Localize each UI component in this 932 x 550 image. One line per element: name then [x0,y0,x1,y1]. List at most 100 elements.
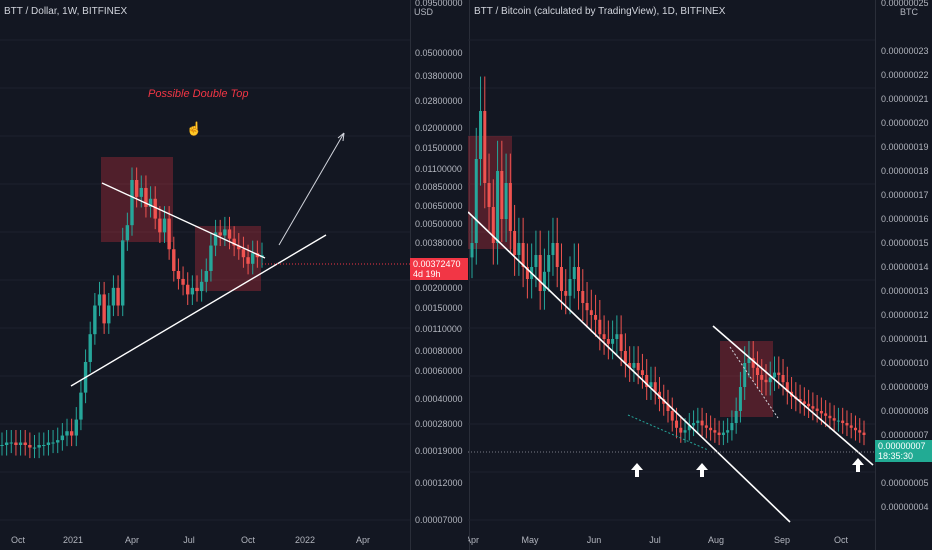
candle-body [849,425,853,428]
candle-body [195,287,199,292]
candle-body [747,358,751,363]
candle-body [176,270,181,279]
candle-body [167,218,171,250]
btc-daily-chart-pane[interactable]: BTT / Bitcoin (calculated by TradingView… [468,0,875,550]
candle-body [162,218,167,233]
y-tick-label: 0.00019000 [415,445,463,456]
candle-body [116,287,120,306]
candle-body [585,303,589,311]
candle-body [241,249,246,258]
candle-body [640,370,644,375]
y-tick-label: 0.00500000 [415,219,463,230]
candle-body [581,291,585,303]
candle-body [107,305,111,324]
y-tick-label: 0.02800000 [415,96,463,106]
candle-body [615,334,619,339]
candle-body [764,379,768,383]
candle-body [69,431,74,436]
x-tick-label: Oct [240,535,256,545]
candle-body [551,243,555,255]
candle-body [755,367,759,375]
x-tick-label: Jun [586,535,602,545]
y-tick-label: 0.01500000 [415,142,463,153]
candle-body [28,445,32,448]
candle-body [538,255,542,291]
candle-body [768,377,772,383]
candle-body [479,111,483,159]
candle-body [181,278,185,285]
candle-body [88,334,92,362]
candle-body [619,334,623,351]
btc-daily-chart[interactable] [468,0,875,550]
x-tick-label: Jul [183,535,195,545]
up-arrow-icon [631,463,643,477]
y-tick-label: 0.03800000 [415,71,463,81]
y-tick-label: 0.00000004 [881,502,929,512]
candle-body [670,411,674,421]
candle-body [158,218,162,233]
candle-body [602,334,606,339]
candle-body [675,420,679,428]
usd-last-price-tag: 0.00372470 4d 19h [410,258,468,280]
candle-body [751,358,755,368]
x-tick-label: 2021 [62,535,84,545]
candle-body [568,279,572,296]
candle-body [542,271,546,291]
candle-body [606,339,610,344]
y-tick-label: 0.00000014 [881,262,929,272]
candle-body [700,420,704,426]
usd-price-axis[interactable]: USD 0.09500000 0.05000000 0.03800000 0.0280… [410,0,470,550]
dotted-trendline [627,414,709,451]
y-tick-label: 0.00000020 [881,118,929,128]
candle-body [564,291,568,296]
candle-body [144,187,148,207]
candle-body [547,255,551,272]
x-tick-label: Jul [649,535,661,545]
candle-body [97,294,102,306]
y-tick-label: 0.00000022 [881,70,929,80]
x-tick-label: May [521,535,539,545]
candle-body [237,245,241,250]
y-tick-label: 0.05000000 [415,48,463,58]
candle-body [130,180,134,226]
candle-body [209,245,213,271]
candle-body [60,435,65,441]
usd-weekly-chart[interactable] [0,0,410,550]
candle-body [598,319,602,335]
candle-body [777,372,781,375]
candle-body [679,427,683,433]
candle-body [862,432,866,435]
candle-body [513,231,517,255]
usd-weekly-chart-pane[interactable]: BTT / Dollar, 1W, BITFINEX Possible Doub… [0,0,410,550]
candle-body [559,267,563,291]
candle-body [738,387,742,411]
btc-price-axis[interactable]: BTC 0.00000025 0.00000023 0.00000022 0.0000… [875,0,932,550]
x-tick-label: Oct [833,535,849,545]
candle-body [841,420,845,423]
candle-body [125,225,130,241]
candle-body [653,382,657,392]
x-tick-label: Oct [10,535,26,545]
candle-body [4,442,9,445]
downtrend-line [468,211,791,523]
hand-cursor-icon: ☝ [186,121,203,136]
candle-body [853,427,857,431]
candle-body [246,257,250,264]
y-tick-label: 0.00000009 [881,382,929,392]
candle-body [709,427,713,431]
y-tick-label: 0.00012000 [415,477,463,488]
y-tick-label: 0.00028000 [415,418,463,429]
candle-body [508,183,512,231]
candle-body [666,403,670,411]
candle-body [93,305,97,335]
candle-body [858,430,862,433]
last-price-label: 0.00372470 [413,259,461,269]
candle-body [636,363,640,371]
y-tick-label: 0.00000007 [881,430,929,440]
y-tick-label: 0.00060000 [415,366,463,377]
y-tick-label: 0.00040000 [415,394,463,405]
candle-body [223,229,227,236]
candle-body [623,351,627,363]
candle-body [832,418,836,421]
candle-body [611,339,615,344]
